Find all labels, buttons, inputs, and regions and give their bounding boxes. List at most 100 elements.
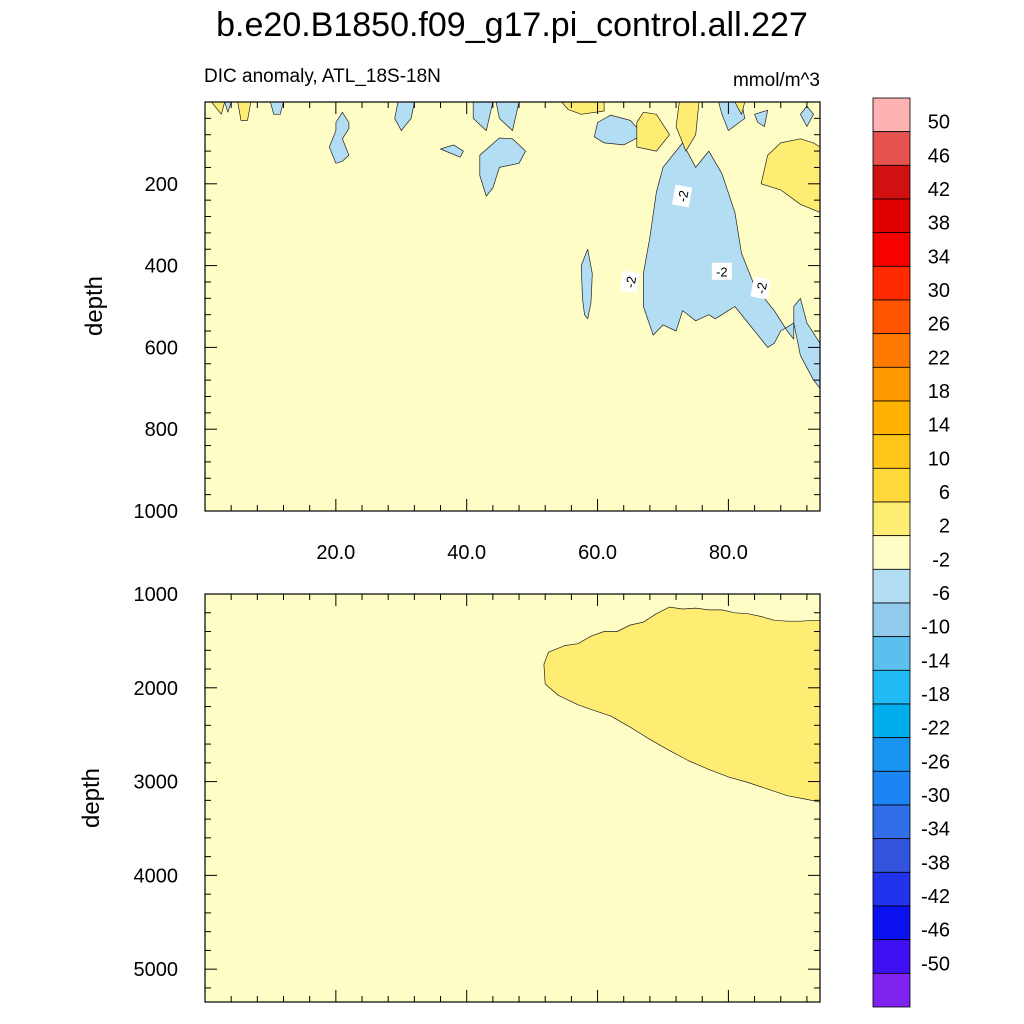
colorbar-label: 46 <box>928 145 950 167</box>
y-tick-label: 600 <box>145 337 178 359</box>
colorbar-swatch <box>872 602 911 638</box>
colorbar-swatch <box>872 366 911 402</box>
colorbar-swatch <box>872 333 911 368</box>
colorbar-label: 14 <box>928 415 950 437</box>
contour-region-15 <box>760 138 820 213</box>
colorbar-label: 38 <box>928 213 950 235</box>
colorbar-swatch <box>872 198 911 234</box>
contour-region-5 <box>440 144 464 158</box>
colorbar-swatch <box>872 299 911 335</box>
x-tick-label: 20.0 <box>316 542 355 564</box>
panel-subtitle-right: mmol/m^3 <box>733 70 820 91</box>
colorbar-swatch <box>872 400 911 436</box>
colorbar-label: -30 <box>921 785 950 807</box>
y-tick-label: 800 <box>145 419 178 441</box>
colorbar-label: -22 <box>921 718 950 740</box>
colorbar-label: -38 <box>921 852 950 874</box>
panel-subtitle-left: DIC anomaly, ATL_18S-18N <box>204 66 441 87</box>
colorbar-swatch <box>872 535 911 570</box>
colorbar-swatch <box>872 164 911 200</box>
colorbar-label: 50 <box>928 112 950 134</box>
svg-text:-2: -2 <box>675 189 692 203</box>
colorbar-label: -10 <box>921 617 950 639</box>
contour-region-18 <box>675 102 700 152</box>
contour-label: -2 <box>619 270 640 294</box>
colorbar-label: 18 <box>928 381 950 403</box>
colorbar-label: -18 <box>921 684 950 706</box>
contour-region-21 <box>237 102 252 121</box>
contour-region-4 <box>479 137 526 197</box>
colorbar-label: 2 <box>939 516 950 538</box>
plot-frame <box>204 101 821 512</box>
colorbar-label: -2 <box>932 549 950 571</box>
colorbar-swatch <box>872 467 911 503</box>
colorbar-swatch <box>872 232 911 267</box>
colorbar-swatch <box>872 636 911 671</box>
colorbar-swatch <box>872 434 911 469</box>
colorbar-swatch <box>872 905 911 941</box>
colorbar-label: -14 <box>921 650 950 672</box>
y-tick-label: 3000 <box>134 772 179 794</box>
contour-region-2 <box>580 248 593 320</box>
contour-region-16 <box>636 111 670 152</box>
colorbar-swatch <box>872 669 911 705</box>
svg-text:-2: -2 <box>622 275 639 289</box>
contour-region-14 <box>800 105 814 127</box>
colorbar-label: -34 <box>921 819 950 841</box>
chart-title: b.e20.B1850.f09_g17.pi_control.all.227 <box>216 6 808 44</box>
colorbar-swatch <box>872 871 911 907</box>
contour-region-17 <box>561 102 605 115</box>
colorbar-swatch <box>872 737 911 772</box>
contour-region-10 <box>270 102 284 115</box>
contour-region-9 <box>495 102 520 131</box>
colorbar-swatch <box>872 972 911 1008</box>
colorbar-label: 6 <box>939 482 950 504</box>
bottom-panel-plot: 1000 2000 3000 4000 5000 <box>134 584 821 1003</box>
y-tick-label: 4000 <box>134 865 179 887</box>
y-tick-label: 1000 <box>134 584 179 606</box>
contour-region-12 <box>718 102 746 131</box>
contour-region-8 <box>472 102 494 131</box>
colorbar-swatch <box>872 568 911 604</box>
top-panel-plot: -2 -2 -2 -2 200 400 600 800 1000 20.0 40.0 60.0 80.0 <box>134 101 821 564</box>
contour-region-3 <box>593 114 644 146</box>
y-tick-label: 2000 <box>134 678 179 700</box>
colorbar-swatch <box>872 838 911 873</box>
contour-region-20 <box>211 102 225 115</box>
colorbar-label: 42 <box>928 179 950 201</box>
colorbar: 50 46 42 38 34 30 26 22 18 14 10 6 2 -2 -6 -10 -14 -18 -22… <box>872 97 950 1008</box>
colorbar-label: 26 <box>928 314 950 336</box>
contour-region-13 <box>754 109 769 127</box>
colorbar-label: -42 <box>921 886 950 908</box>
svg-text:-2: -2 <box>716 265 728 280</box>
colorbar-label: -46 <box>921 920 950 942</box>
colorbar-label: 10 <box>928 448 950 470</box>
y-tick-label: 5000 <box>134 959 179 981</box>
contour-region-19 <box>734 102 746 115</box>
top-panel-y-axis-label: depth <box>81 276 108 336</box>
contour-region-11 <box>224 102 232 113</box>
colorbar-label: 34 <box>928 246 950 268</box>
y-tick-label: 400 <box>145 256 178 278</box>
contour-label: -2 <box>711 262 732 280</box>
colorbar-label: 22 <box>928 347 950 369</box>
contour-label: -2 <box>750 276 771 300</box>
colorbar-label: 30 <box>928 280 950 302</box>
colorbar-swatch <box>872 131 911 166</box>
colorbar-swatch <box>872 804 911 840</box>
colorbar-label: -6 <box>932 583 950 605</box>
colorbar-swatch <box>872 703 911 739</box>
x-tick-label: 40.0 <box>447 542 486 564</box>
contour-region-7 <box>394 102 415 131</box>
colorbar-swatch <box>872 770 911 806</box>
colorbar-label: -50 <box>921 953 950 975</box>
plot-frame <box>204 593 821 1003</box>
y-tick-label: 1000 <box>134 501 179 523</box>
colorbar-swatch <box>872 97 911 133</box>
y-tick-label: 200 <box>145 174 178 196</box>
contour-label: -2 <box>672 184 693 208</box>
contour-region-1 <box>543 606 820 803</box>
colorbar-swatch <box>872 265 911 301</box>
colorbar-swatch <box>872 939 911 974</box>
